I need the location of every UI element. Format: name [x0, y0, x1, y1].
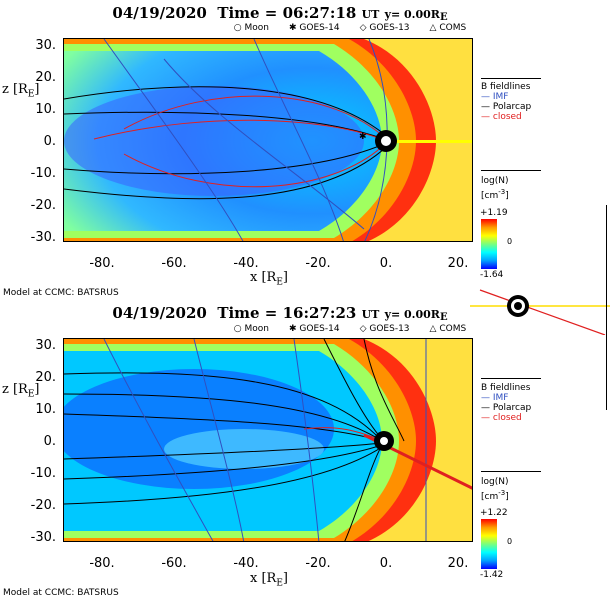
right-edge-bracket — [606, 205, 608, 410]
orbit-inset — [470, 289, 610, 335]
sun-earth-line — [389, 140, 472, 143]
panel-2-plot — [63, 338, 473, 542]
goes14-legend: ✱ GOES-14 — [289, 23, 340, 33]
goes13-legend: ◇ GOES-13 — [359, 324, 410, 334]
panel-2-fieldline-legend: B fieldlines — IMF — Polarcap — closed — [481, 383, 532, 423]
panel-1-density-map: ✱ — [64, 39, 472, 241]
panel-1-colorbar-min: -1.64 — [480, 270, 504, 280]
goes13-legend: ◇ GOES-13 — [359, 23, 410, 33]
panel-2-colorbar-mid: 0 — [507, 537, 513, 546]
panel-1-colorbar-max: +1.19 — [480, 208, 508, 218]
divider — [481, 471, 541, 472]
panel-2-colorbar-title: log(N) [cm-3] — [481, 477, 509, 502]
field-lines — [64, 39, 388, 241]
panel-2-density-map — [64, 339, 472, 541]
panel-2-satellite-legend: ○ Moon ✱ GOES-14 ◇ GOES-13 △ COMS — [140, 324, 560, 334]
panel-1-xlabel: x [RE] — [250, 270, 288, 288]
panel-2-xlabel: x [RE] — [250, 571, 288, 589]
divider — [481, 78, 541, 79]
panel-1-plot: ✱ — [63, 38, 473, 242]
panel-1-title: 04/19/2020 Time = 06:27:18 UT y= 0.00RE — [112, 4, 448, 23]
svg-text:✱: ✱ — [359, 132, 367, 142]
panel-2-colorbar-min: -1.42 — [480, 570, 504, 580]
moon-legend: ○ Moon — [233, 23, 269, 33]
panel-1-colorbar-mid: 0 — [507, 237, 513, 246]
field-lines — [64, 339, 405, 541]
panel-1-satellite-legend: ○ Moon ✱ GOES-14 ◇ GOES-13 △ COMS — [140, 23, 560, 33]
panel-2-model-credit: Model at CCMC: BATSRUS — [3, 588, 119, 598]
goes14-legend: ✱ GOES-14 — [289, 324, 340, 334]
panel-1-fieldline-legend: B fieldlines — IMF — Polarcap — closed — [481, 82, 532, 122]
panel-1-colorbar-title: log(N) [cm-3] — [481, 176, 509, 201]
panel-1-ylabel: z [RE] — [2, 82, 40, 100]
panel-2-ylabel: z [RE] — [2, 382, 40, 400]
panel-2-colorbar — [481, 519, 497, 569]
panel-1-colorbar — [481, 219, 497, 269]
divider — [481, 378, 541, 379]
panel-2-colorbar-max: +1.22 — [480, 508, 508, 518]
moon-legend: ○ Moon — [233, 324, 269, 334]
panel-1-model-credit: Model at CCMC: BATSRUS — [3, 288, 119, 298]
coms-legend: △ COMS — [429, 324, 467, 334]
panel-2-title: 04/19/2020 Time = 16:27:23 UT y= 0.00RE — [112, 304, 448, 323]
coms-legend: △ COMS — [429, 23, 467, 33]
divider — [481, 170, 541, 171]
